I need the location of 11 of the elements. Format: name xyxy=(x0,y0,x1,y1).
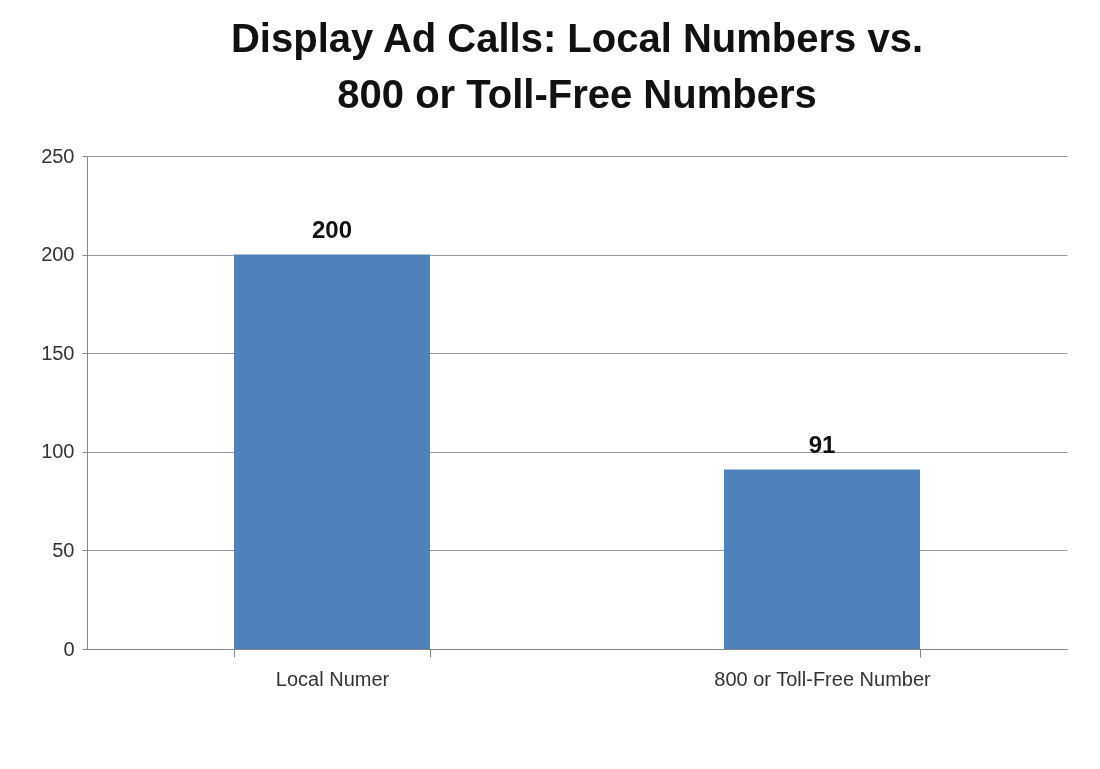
data-label: 200 xyxy=(311,215,353,243)
y-tick-label: 0 xyxy=(63,637,75,660)
y-tick-label: 250 xyxy=(41,144,75,167)
x-tick-label: Local Numer xyxy=(275,667,390,690)
y-tick-label: 200 xyxy=(41,243,75,266)
y-tick-label: 50 xyxy=(52,538,75,561)
y-tick-label: 100 xyxy=(41,440,75,463)
x-tick-label: 800 or Toll-Free Number xyxy=(714,667,932,690)
chart-title: Display Ad Calls: Local Numbers vs. 800 or Toll-Free Numbers xyxy=(230,16,924,116)
y-tick-label: 150 xyxy=(41,341,75,364)
data-label: 91 xyxy=(808,430,836,458)
